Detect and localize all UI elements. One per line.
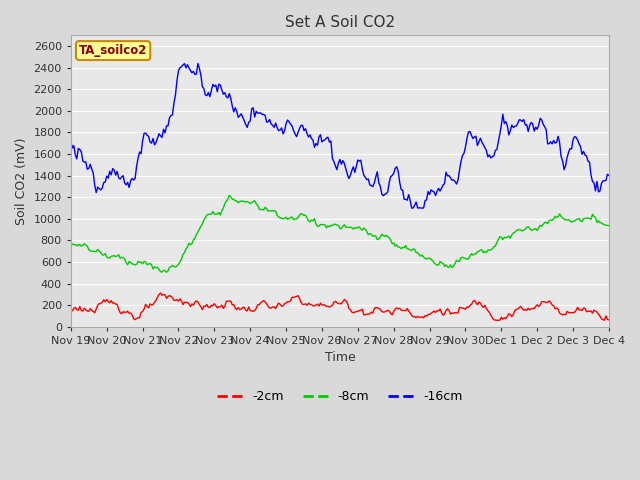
- Text: TA_soilco2: TA_soilco2: [79, 44, 147, 57]
- Legend: -2cm, -8cm, -16cm: -2cm, -8cm, -16cm: [212, 385, 467, 408]
- Title: Set A Soil CO2: Set A Soil CO2: [285, 15, 395, 30]
- Y-axis label: Soil CO2 (mV): Soil CO2 (mV): [15, 137, 28, 225]
- X-axis label: Time: Time: [324, 351, 355, 364]
